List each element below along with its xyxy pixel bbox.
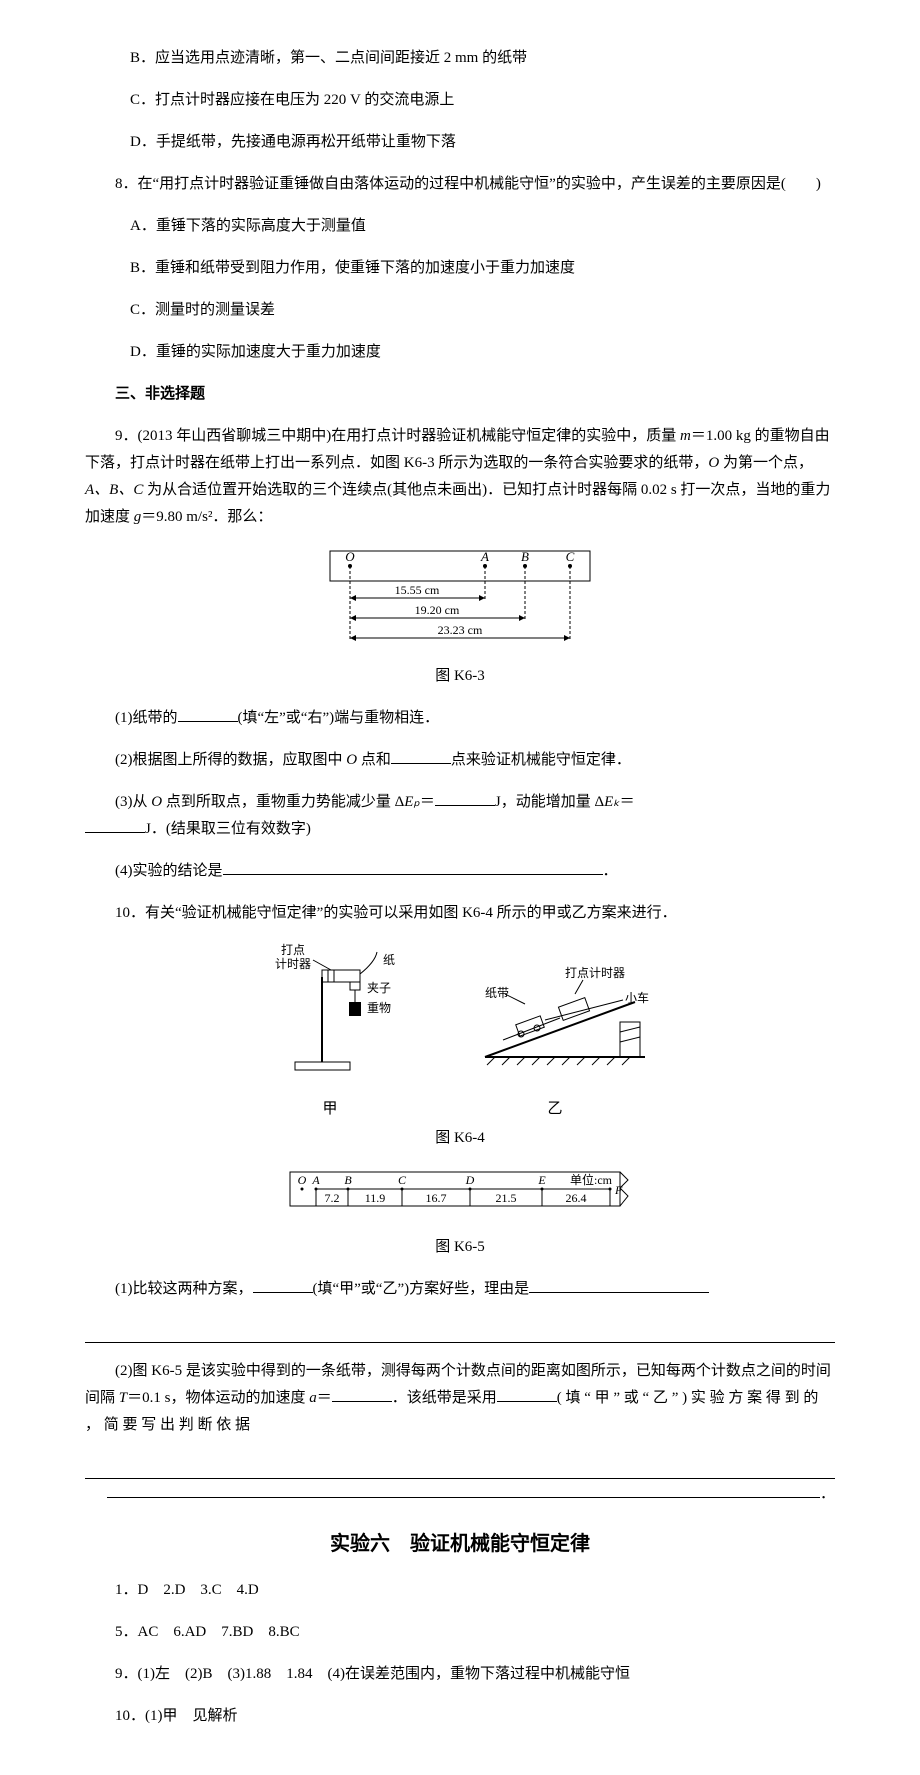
fig4-tape-label: 纸带 [383, 953, 395, 967]
q8-opt-c: C．测量时的测量误差 [85, 297, 835, 324]
fig5-b: B [344, 1173, 352, 1187]
fig3-label-c: C [566, 549, 575, 564]
q9-p2: (2)根据图上所得的数据，应取图中 O 点和点来验证机械能守恒定律． [85, 747, 835, 774]
fig4-caption: 图 K6-4 [85, 1125, 835, 1152]
fig5-e: E [537, 1173, 546, 1187]
blank [85, 832, 145, 833]
fig4b-cart-label: 小车 [625, 990, 649, 1005]
blank [253, 1292, 313, 1293]
fig5-c: C [398, 1173, 407, 1187]
fig4-cap-b: 乙 [455, 1096, 655, 1123]
q9-m: m [680, 428, 691, 444]
fig3-label-b: B [521, 549, 529, 564]
fig5-o: O [298, 1173, 307, 1187]
figure-k6-5: O A B C D E F 单位:cm 7.2 11.9 16.7 21.5 2… [85, 1162, 835, 1261]
ans-line-2: 5．AC 6.AD 7.BD 8.BC [115, 1619, 835, 1646]
blank [223, 874, 603, 875]
fig3-label-o: O [345, 549, 355, 564]
blank [435, 805, 495, 806]
figure-k6-3: O A B C 15.55 cm 19.20 cm 23.23 cm 图 K6-… [85, 546, 835, 690]
q8-opt-d: D．重锤的实际加速度大于重力加速度 [85, 339, 835, 366]
q9-stem-e: ＝9.80 m/s²．那么： [141, 509, 272, 525]
fig3-d3: 23.23 cm [438, 623, 483, 637]
fig5-v4: 21.5 [496, 1191, 517, 1205]
ans-line-3: 9．(1)左 (2)B (3)1.88 1.84 (4)在误差范围内，重物下落过… [115, 1661, 835, 1688]
q9-p3: (3)从 O 点到所取点，重物重力势能减少量 ΔEₚ＝J，动能增加量 ΔEₖ＝J… [85, 789, 835, 843]
q8-opt-a: A．重锤下落的实际高度大于测量值 [85, 213, 835, 240]
fig5-v3: 16.7 [426, 1191, 447, 1205]
blank [497, 1401, 557, 1402]
fig3-label-a: A [480, 549, 489, 564]
section-3-heading: 三、非选择题 [85, 381, 835, 408]
fig4b-timer-label: 打点计时器 [565, 966, 625, 980]
fig5-d: D [465, 1173, 475, 1187]
fig5-a: A [311, 1173, 320, 1187]
q10-p1: (1)比较这两种方案，(填“甲”或“乙”)方案好些，理由是 [85, 1276, 835, 1303]
q9-stem-a: 9．(2013 年山西省聊城三中期中)在用打点计时器验证机械能守恒定律的实验中，… [115, 428, 680, 444]
blank-line [85, 1454, 835, 1479]
q9-p1: (1)纸带的(填“左”或“右”)端与重物相连． [85, 705, 835, 732]
period-line: ． [85, 1481, 835, 1508]
ans-line-4: 10．(1)甲 见解析 [115, 1703, 835, 1730]
q9-p4: (4)实验的结论是． [85, 858, 835, 885]
fig5-unit: 单位:cm [570, 1172, 613, 1187]
fig4-timer-label2: 计时器 [275, 957, 311, 971]
fig3-d1: 15.55 cm [395, 583, 440, 597]
fig5-f: F [614, 1183, 623, 1197]
fig4b-tape-label: 纸带 [485, 986, 509, 1000]
fig5-v2: 11.9 [365, 1191, 386, 1205]
blank [178, 721, 238, 722]
q7-opt-d: D．手提纸带，先接通电源再松开纸带让重物下落 [85, 129, 835, 156]
fig4-cap-a: 甲 [265, 1096, 395, 1123]
fig3-d2: 19.20 cm [415, 603, 460, 617]
q10-stem: 10．有关“验证机械能守恒定律”的实验可以采用如图 K6-4 所示的甲或乙方案来… [85, 900, 835, 927]
q9-stem: 9．(2013 年山西省聊城三中期中)在用打点计时器验证机械能守恒定律的实验中，… [85, 423, 835, 531]
answers-title: 实验六 验证机械能守恒定律 [85, 1526, 835, 1562]
fig5-v1: 7.2 [325, 1191, 340, 1205]
fig4-clip-label: 夹子 [367, 981, 391, 995]
q10-p2: (2)图 K6-5 是该实验中得到的一条纸带，测得每两个计数点间的距离如图所示，… [85, 1358, 835, 1439]
figure-k6-4: 打点 计时器 纸带 夹子 重物 甲 [85, 942, 835, 1152]
blank [332, 1401, 392, 1402]
q7-opt-c: C．打点计时器应接在电压为 220 V 的交流电源上 [85, 87, 835, 114]
blank-line [85, 1318, 835, 1343]
fig3-caption: 图 K6-3 [85, 663, 835, 690]
q8-opt-b: B．重锤和纸带受到阻力作用，使重锤下落的加速度小于重力加速度 [85, 255, 835, 282]
blank [391, 763, 451, 764]
q9-stem-c: 为第一个点， [719, 455, 813, 471]
fig4-timer-label: 打点 [281, 943, 305, 957]
q9-abc: A、B、C [85, 482, 143, 498]
q7-opt-b: B．应当选用点迹清晰，第一、二点间间距接近 2 mm 的纸带 [85, 45, 835, 72]
fig5-v5: 26.4 [566, 1191, 587, 1205]
ans-line-1: 1．D 2.D 3.C 4.D [115, 1577, 835, 1604]
q9-o: O [708, 455, 719, 471]
blank [529, 1292, 709, 1293]
fig4-weight-label: 重物 [367, 1001, 391, 1015]
q8-stem: 8．在“用打点计时器验证重锤做自由落体运动的过程中机械能守恒”的实验中，产生误差… [85, 171, 835, 198]
fig5-caption: 图 K6-5 [85, 1234, 835, 1261]
